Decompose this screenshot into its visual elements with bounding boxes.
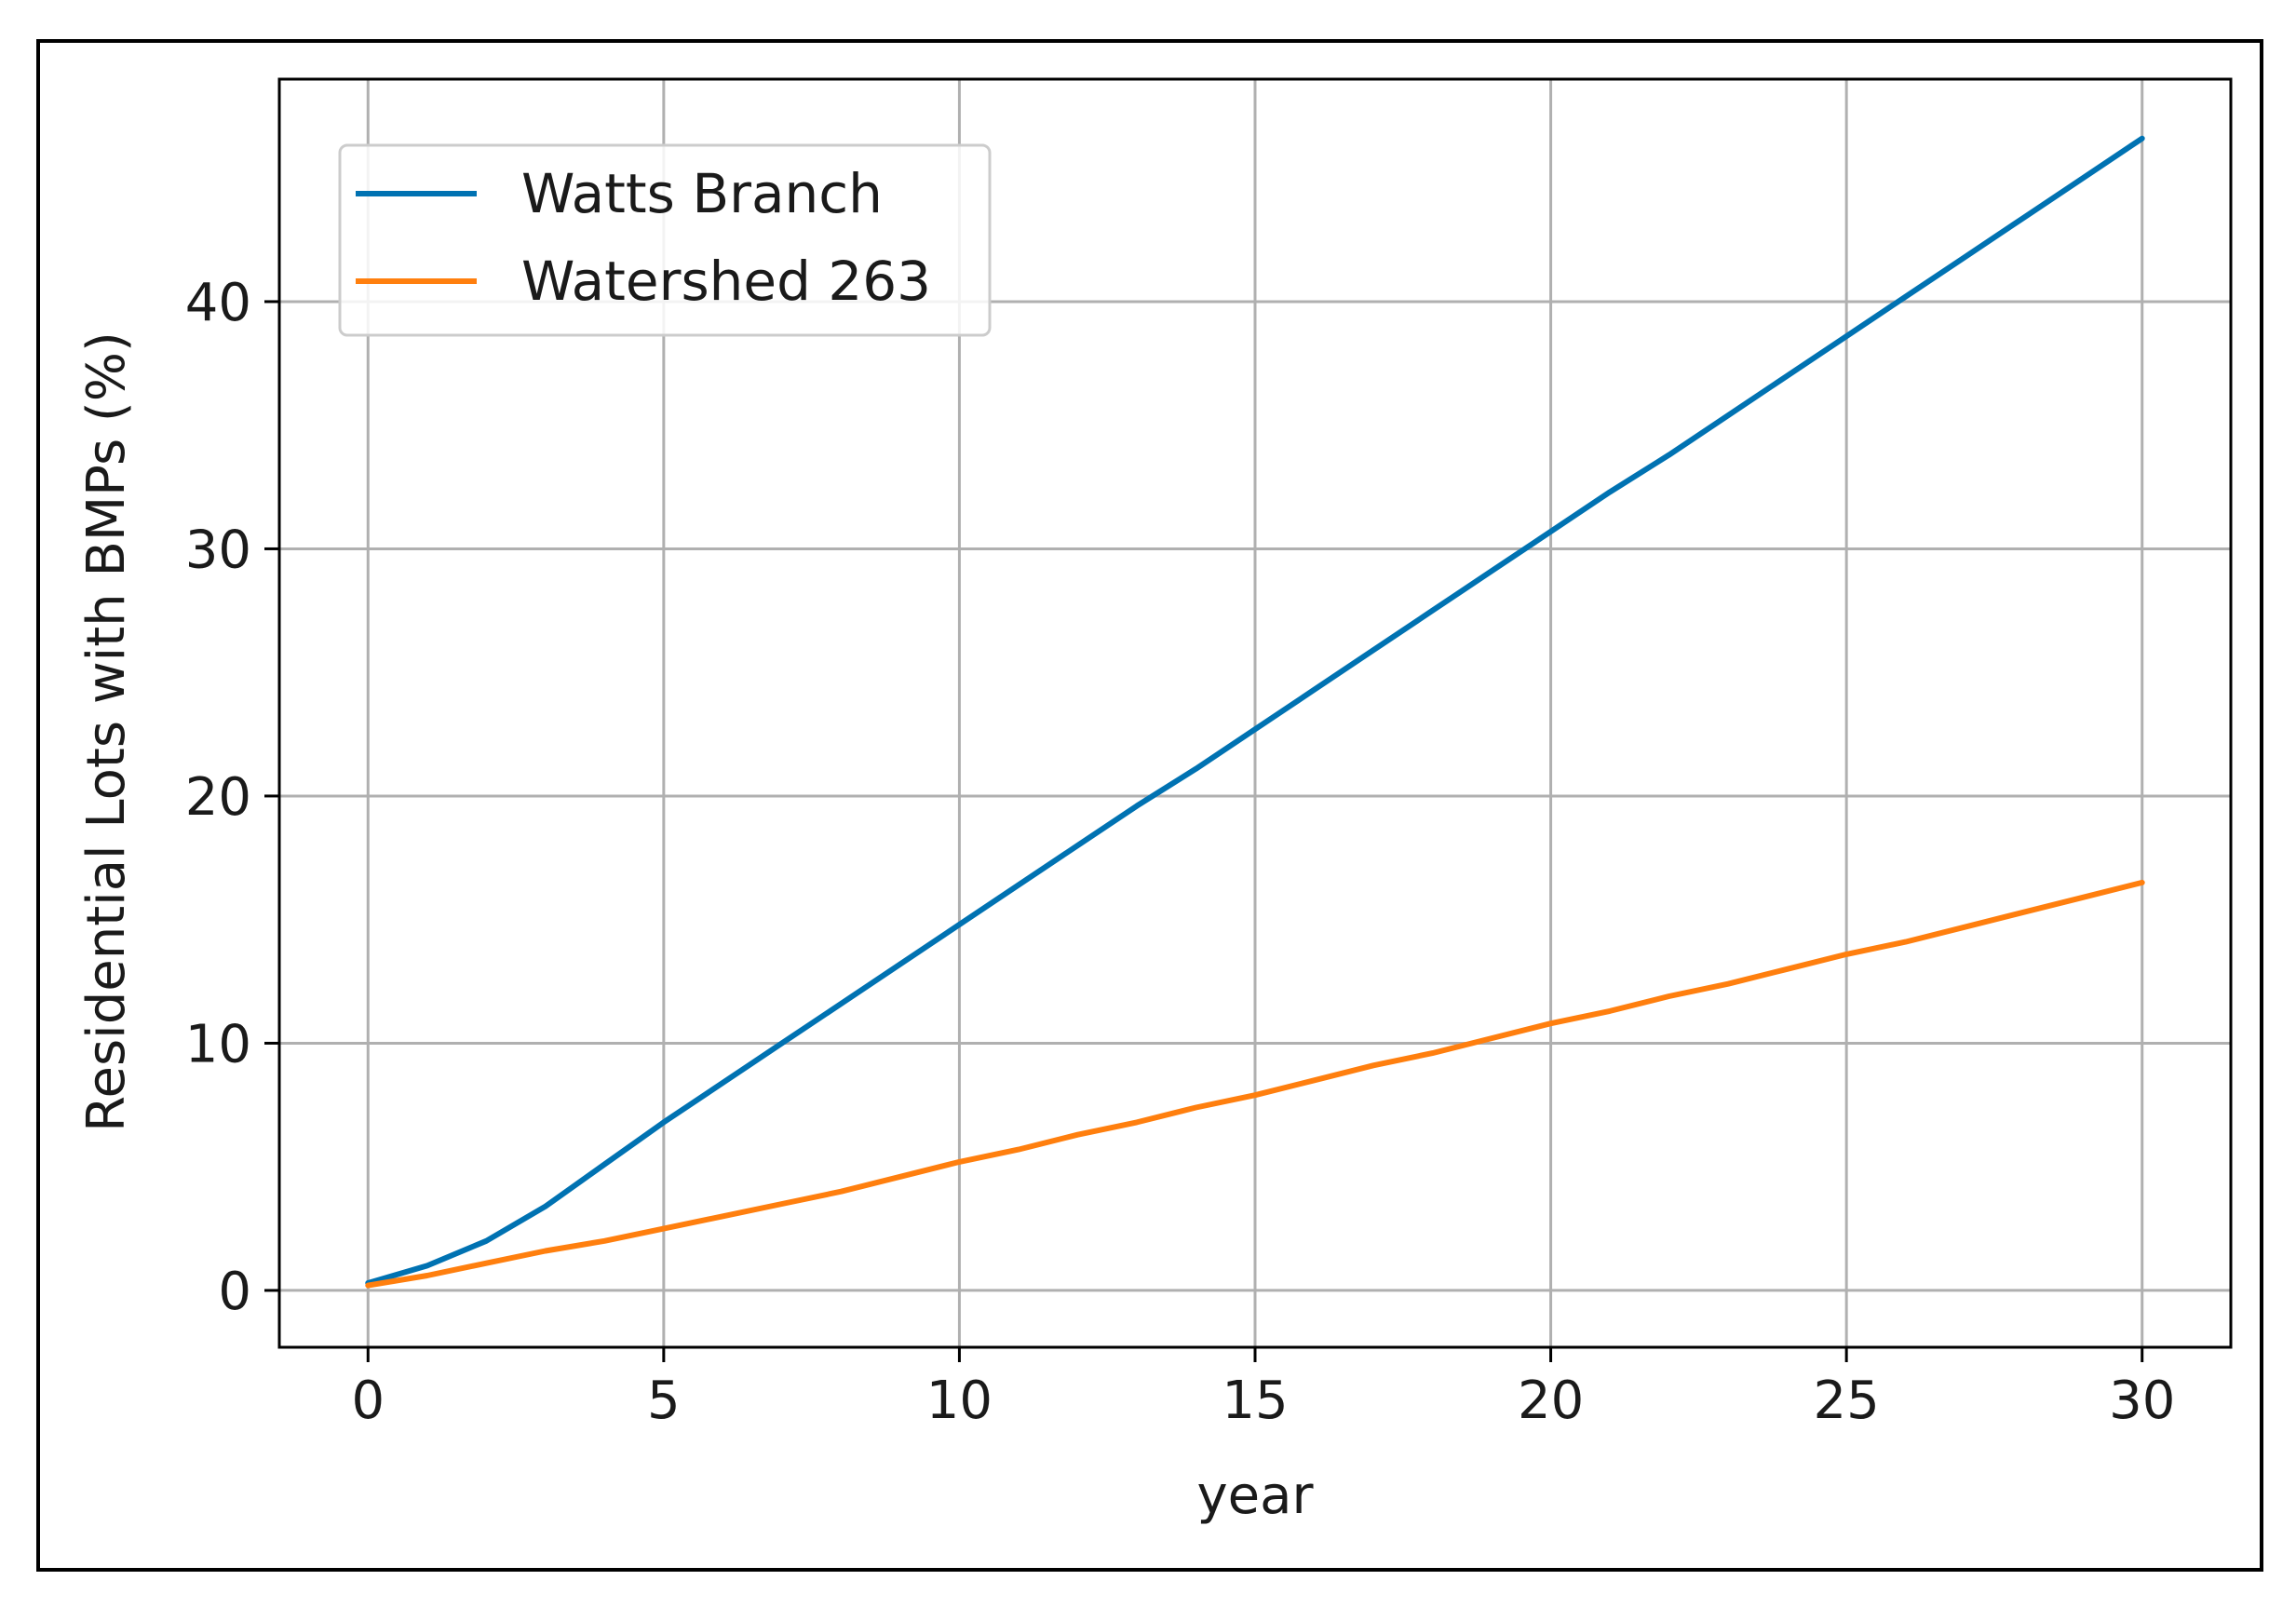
x-tick-label: 15: [1222, 1371, 1288, 1431]
y-tick-label: 40: [185, 273, 251, 333]
x-tick-label: 20: [1518, 1371, 1584, 1431]
figure-frame: [36, 39, 2263, 1572]
x-tick-label: 5: [647, 1371, 681, 1431]
series-line-watershed-263: [365, 879, 2145, 1289]
y-tick-label: 10: [185, 1014, 251, 1074]
y-tick-label: 30: [185, 520, 251, 580]
y-tick-label: 0: [218, 1262, 251, 1322]
legend-label: Watts Branch: [521, 162, 883, 225]
y-tick-label: 20: [185, 767, 251, 828]
x-tick-label: 25: [1814, 1371, 1880, 1431]
x-tick-label: 30: [2109, 1371, 2175, 1431]
legend-box: [338, 143, 992, 337]
series-lines: [365, 135, 2145, 1289]
axis-ticks: 0 5 10 15 20 25 30 0 10 20 30 40: [185, 273, 2176, 1431]
x-tick-label: 0: [351, 1371, 385, 1431]
x-tick-label: 10: [926, 1371, 993, 1431]
y-axis-label: Residential Lots with BMPs (%): [76, 331, 137, 1132]
x-axis-label: year: [1197, 1466, 1315, 1526]
legend: Watts Branch Watershed 263: [338, 143, 992, 337]
series-line-watts-branch: [365, 135, 2145, 1286]
legend-label: Watershed 263: [521, 250, 931, 313]
